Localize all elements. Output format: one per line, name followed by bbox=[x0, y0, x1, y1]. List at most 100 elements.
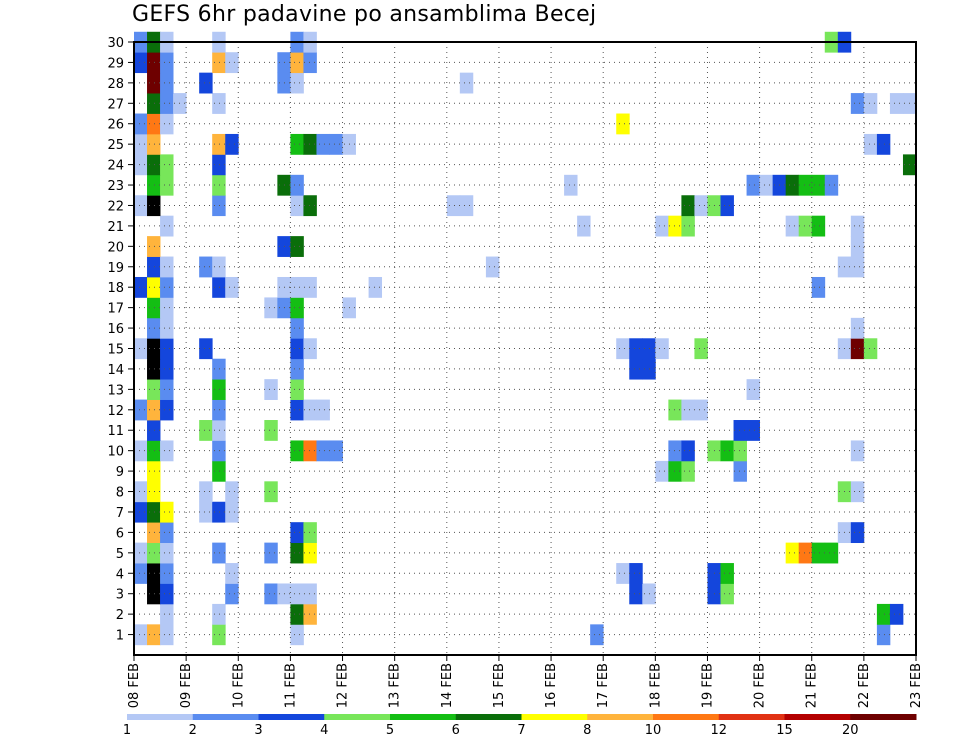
heatmap-cell bbox=[212, 133, 226, 155]
heatmap-cell bbox=[798, 215, 813, 237]
heatmap-cell bbox=[264, 297, 278, 319]
heatmap-cell bbox=[290, 583, 304, 605]
heatmap-cell bbox=[160, 154, 174, 176]
heatmap-cell bbox=[134, 399, 148, 421]
heatmap-cell bbox=[160, 297, 174, 319]
heatmap-cell bbox=[577, 215, 591, 237]
heatmap-cell bbox=[629, 563, 643, 584]
heatmap-cell bbox=[668, 399, 682, 421]
heatmap-cell bbox=[225, 276, 239, 298]
heatmap-cell bbox=[720, 583, 734, 605]
heatmap-cell bbox=[303, 522, 317, 544]
heatmap-cell bbox=[629, 583, 643, 605]
heatmap-cell bbox=[160, 522, 174, 544]
heatmap-cell bbox=[212, 276, 226, 298]
y-tick-label: 23 bbox=[107, 179, 124, 194]
heatmap-cell bbox=[134, 195, 148, 217]
y-tick-label: 9 bbox=[116, 465, 124, 480]
heatmap-cell bbox=[850, 522, 865, 544]
heatmap-cell bbox=[212, 603, 226, 625]
heatmap-cell bbox=[290, 236, 304, 257]
heatmap-cell bbox=[811, 276, 826, 298]
heatmap-cell bbox=[160, 317, 174, 339]
heatmap-cell bbox=[850, 256, 865, 278]
y-tick-label: 20 bbox=[107, 240, 124, 255]
y-tick-label: 22 bbox=[107, 199, 124, 214]
heatmap-cell bbox=[147, 338, 161, 360]
heatmap-cell bbox=[160, 583, 174, 605]
heatmap-cell bbox=[290, 358, 304, 380]
colorbar-swatch bbox=[653, 714, 720, 720]
heatmap-cell bbox=[147, 174, 161, 196]
heatmap-cell bbox=[160, 52, 174, 74]
x-tick-label: 14 FEB bbox=[440, 663, 455, 708]
heatmap-cell bbox=[147, 420, 161, 441]
heatmap-cell bbox=[616, 563, 630, 584]
heatmap-cell bbox=[303, 542, 317, 564]
heatmap-cell bbox=[212, 399, 226, 421]
heatmap-cell bbox=[303, 583, 317, 605]
heatmap-cell bbox=[147, 276, 161, 298]
heatmap-cell bbox=[264, 481, 278, 503]
heatmap-cell bbox=[290, 379, 304, 400]
heatmap-cell bbox=[147, 72, 161, 94]
colorbar-swatch bbox=[258, 714, 325, 720]
x-tick-label: 22 FEB bbox=[857, 663, 872, 708]
colorbar-swatch bbox=[587, 714, 654, 720]
grid-layer bbox=[134, 41, 916, 655]
heatmap-cell bbox=[134, 501, 148, 523]
y-tick-label: 27 bbox=[107, 97, 124, 112]
axis-layer: 1234567891011121314151617181920212223242… bbox=[107, 36, 924, 708]
heatmap-cell bbox=[850, 236, 865, 257]
heatmap-cell bbox=[746, 174, 760, 196]
heatmap-cell bbox=[290, 603, 304, 625]
y-tick-label: 5 bbox=[116, 547, 124, 562]
heatmap-cell bbox=[147, 236, 161, 257]
heatmap-cell bbox=[303, 603, 317, 625]
heatmap-cell bbox=[290, 52, 304, 74]
heatmap-cell bbox=[290, 522, 304, 544]
heatmap-cell bbox=[160, 563, 174, 584]
heatmap-cell bbox=[147, 52, 161, 74]
heatmap-cell bbox=[160, 93, 174, 114]
heatmap-cell bbox=[290, 542, 304, 564]
y-tick-label: 7 bbox=[116, 506, 124, 521]
y-tick-label: 24 bbox=[107, 159, 124, 174]
y-tick-label: 12 bbox=[107, 404, 124, 419]
colorbar-label: 6 bbox=[452, 723, 460, 738]
heatmap-cell bbox=[147, 583, 161, 605]
heatmap-cell bbox=[876, 133, 891, 155]
x-tick-label: 15 FEB bbox=[492, 663, 507, 708]
heatmap-cell bbox=[147, 297, 161, 319]
heatmap-cell bbox=[785, 174, 800, 196]
heatmap-cell bbox=[290, 174, 304, 196]
heatmap-cell bbox=[629, 358, 643, 380]
heatmap-cell bbox=[160, 379, 174, 400]
heatmap-cell bbox=[459, 72, 474, 94]
heatmap-cell bbox=[147, 93, 161, 114]
heatmap-cell bbox=[134, 624, 148, 646]
y-tick-label: 3 bbox=[116, 588, 124, 603]
y-tick-label: 6 bbox=[116, 526, 124, 541]
x-tick-label: 17 FEB bbox=[596, 663, 611, 708]
heatmap-cell bbox=[290, 72, 304, 94]
y-tick-label: 8 bbox=[116, 486, 124, 501]
heatmap-cell bbox=[134, 276, 148, 298]
heatmap-cell bbox=[485, 256, 500, 278]
x-tick-label: 20 FEB bbox=[753, 663, 768, 708]
heatmap-cell bbox=[876, 624, 891, 646]
heatmap-cell bbox=[303, 338, 317, 360]
heatmap-cell bbox=[147, 542, 161, 564]
heatmap-cell bbox=[212, 52, 226, 74]
colorbar-label: 12 bbox=[710, 723, 727, 738]
heatmap-cell bbox=[160, 256, 174, 278]
heatmap-cell bbox=[147, 358, 161, 380]
heatmap-cell bbox=[134, 52, 148, 74]
heatmap-cell bbox=[290, 317, 304, 339]
heatmap-cell bbox=[564, 174, 578, 196]
heatmap-cell bbox=[212, 542, 226, 564]
heatmap-cell bbox=[746, 379, 760, 400]
heatmap-cell bbox=[446, 195, 461, 217]
heatmap-cell bbox=[147, 522, 161, 544]
colorbar: 1 2 3 4 5 6 7 8 10 12 15 20 bbox=[123, 714, 917, 738]
